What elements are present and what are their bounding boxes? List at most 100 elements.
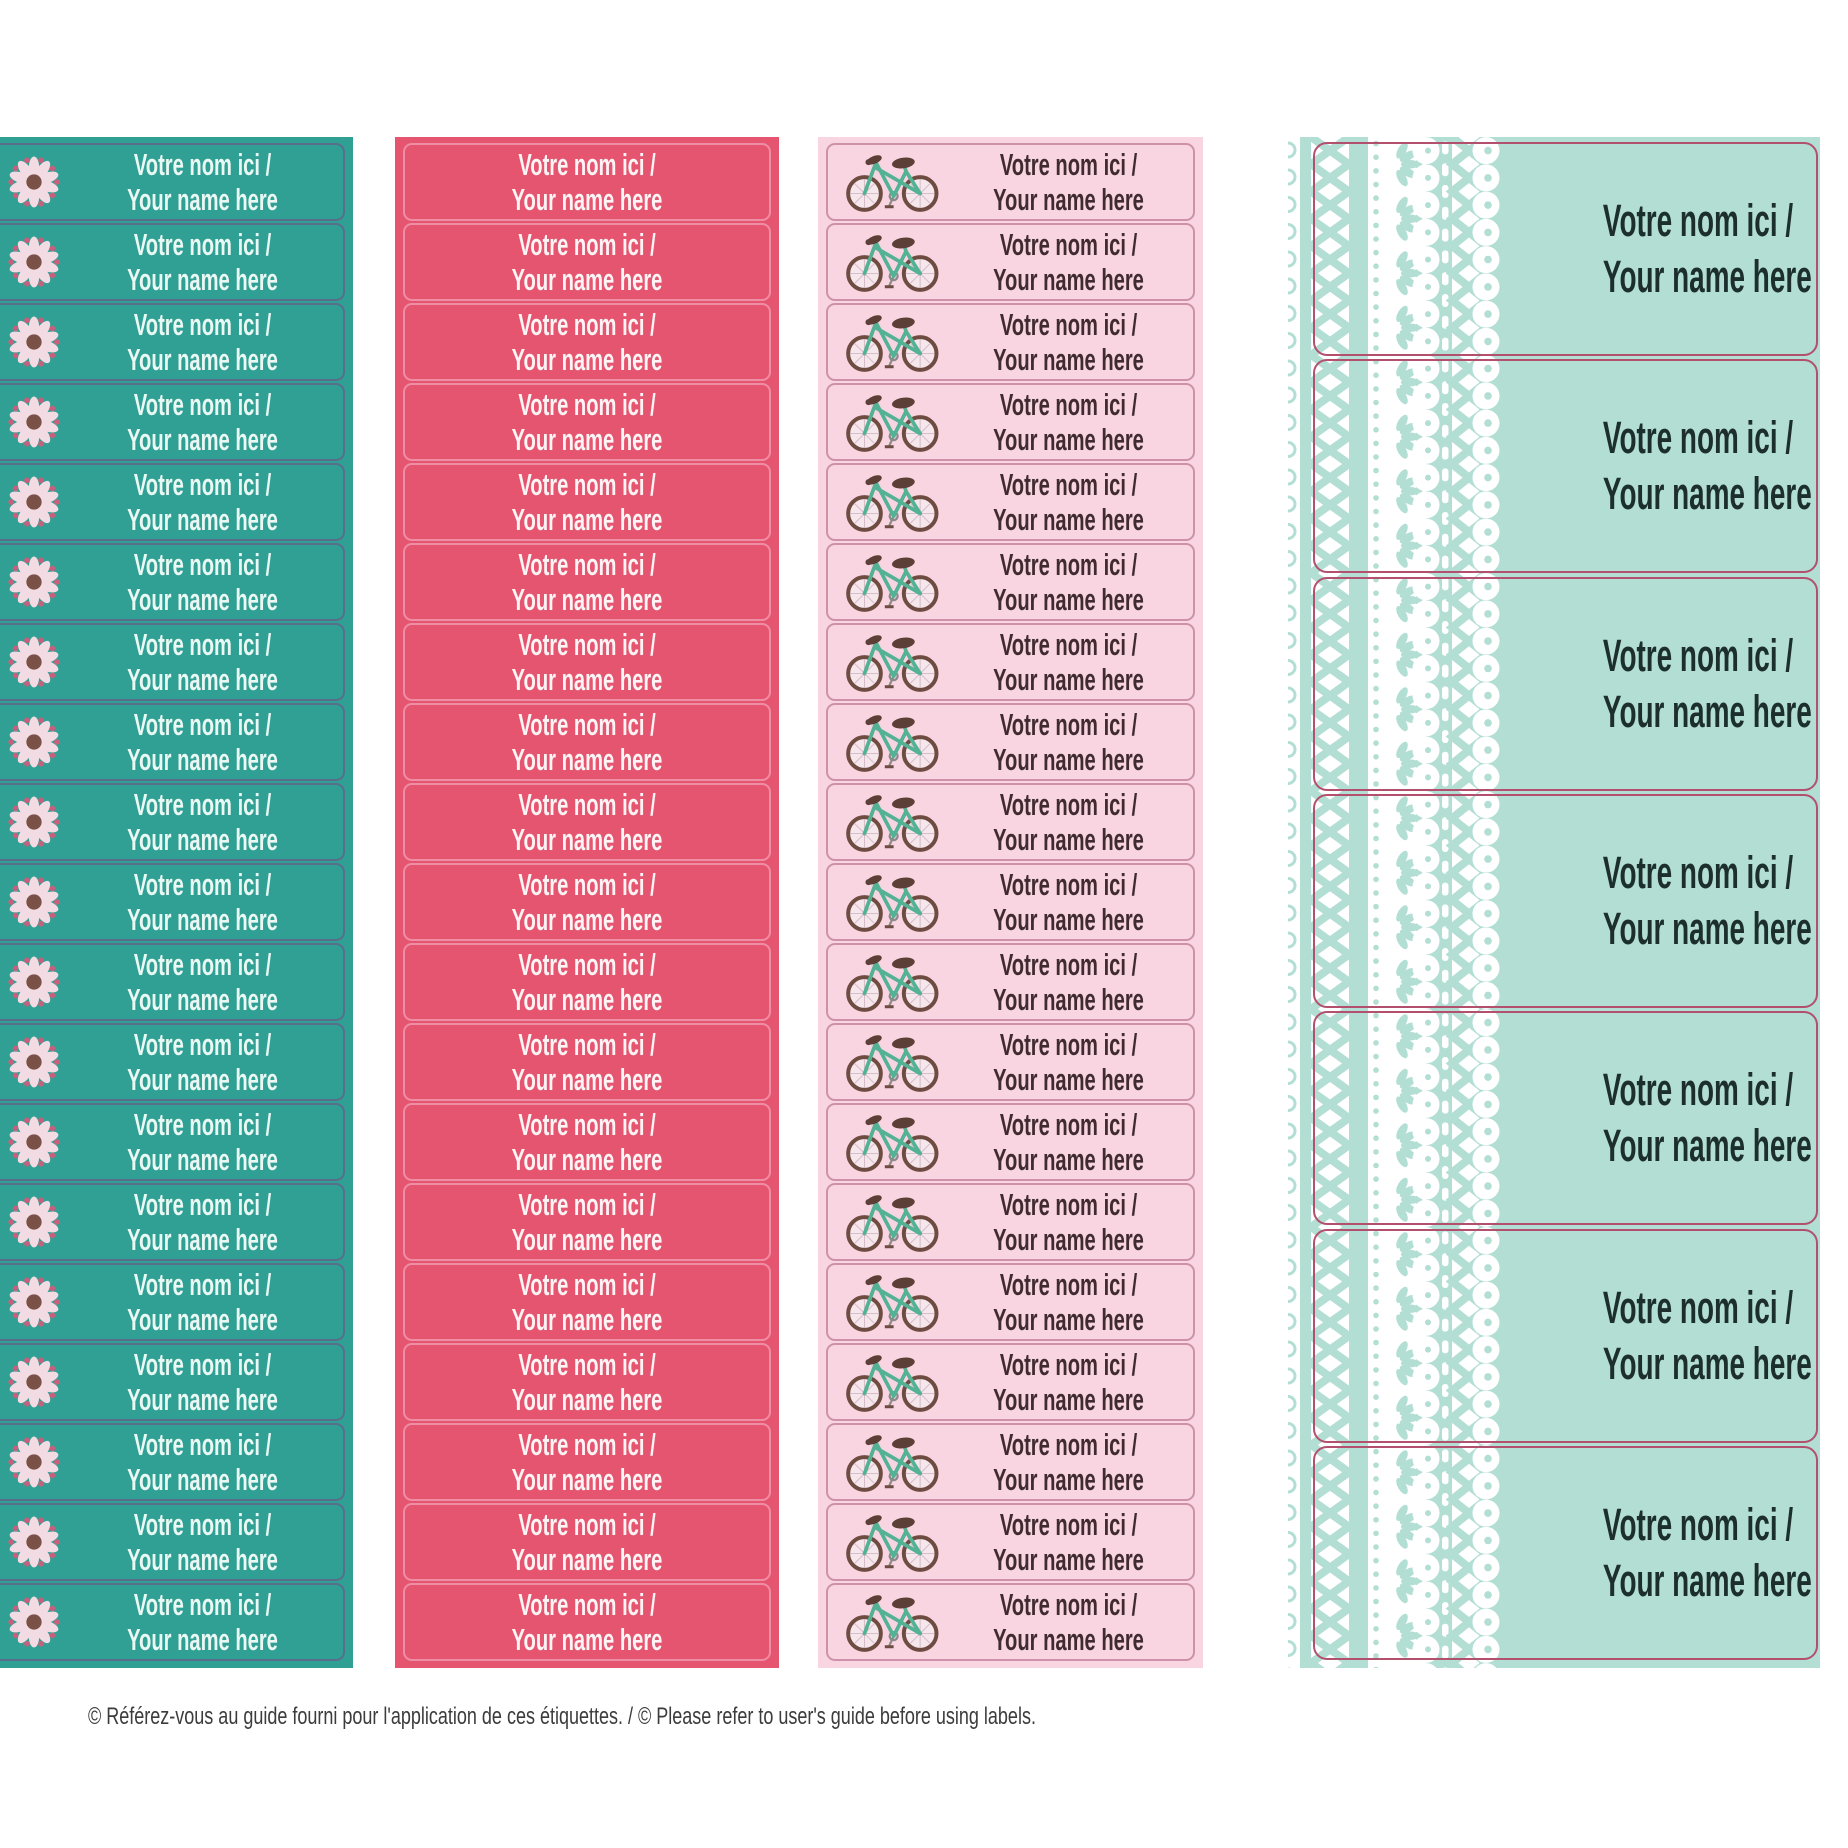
label-text-line2: Your name here [127, 982, 278, 1017]
bicycle-icon [838, 550, 944, 614]
label-text-line2: Your name here [127, 662, 278, 697]
label-text-line2: Your name here [993, 502, 1144, 537]
flower-icon [6, 714, 62, 770]
bicycle-icon [838, 1590, 944, 1654]
label-text-line2: Your name here [1602, 685, 1812, 737]
label-text: Votre nom ici / Your name here [988, 1187, 1150, 1257]
label-text-line2: Your name here [127, 262, 278, 297]
red-label-sheet: Votre nom ici / Your name here Votre nom i… [395, 137, 779, 1668]
bicycle-icon [838, 1430, 944, 1494]
name-label: Votre nom ici / Your name here [403, 703, 771, 781]
bicycle-icon [838, 1110, 944, 1174]
label-text-line2: Your name here [511, 1302, 663, 1337]
label-text: Votre nom ici / Your name here [988, 1267, 1150, 1337]
label-text: Votre nom ici / Your name here [469, 307, 706, 377]
label-text-line1: Votre nom ici / [999, 547, 1138, 582]
label-text-line2: Your name here [993, 742, 1144, 777]
label-text-line1: Votre nom ici / [133, 467, 272, 502]
label-text-line2: Your name here [511, 502, 663, 537]
name-label: Votre nom ici / Your name here [826, 1343, 1195, 1421]
label-text-line1: Votre nom ici / [518, 867, 656, 902]
label-text-line2: Your name here [1602, 251, 1812, 302]
label-text-line2: Your name here [1602, 468, 1812, 520]
label-text: Votre nom ici / Your name here [988, 1427, 1150, 1497]
label-text-line2: Your name here [993, 1142, 1144, 1177]
label-text: Votre nom ici / Your name here [111, 707, 294, 777]
name-label: Votre nom ici / Your name here [0, 1423, 345, 1501]
label-text-line2: Your name here [127, 342, 278, 377]
label-text-line2: Your name here [511, 422, 663, 457]
label-text-line1: Votre nom ici / [999, 1507, 1138, 1542]
label-text: Votre nom ici / Your name here [988, 547, 1150, 617]
label-text-line2: Your name here [1602, 902, 1812, 954]
label-text-line1: Votre nom ici / [518, 1267, 656, 1302]
name-label: Votre nom ici / Your name here [1313, 142, 1818, 356]
label-text-line2: Your name here [511, 982, 663, 1017]
name-label: Votre nom ici / Your name here [403, 1343, 771, 1421]
label-text: Votre nom ici / Your name here [469, 707, 706, 777]
label-text-line1: Votre nom ici / [133, 1427, 272, 1462]
label-text-line2: Your name here [127, 182, 278, 217]
label-text-line1: Votre nom ici / [1602, 1064, 1794, 1116]
label-text-line1: Votre nom ici / [518, 307, 656, 342]
label-text-line2: Your name here [993, 1382, 1144, 1417]
label-text-line2: Your name here [993, 1462, 1144, 1497]
label-text: Votre nom ici / Your name here [469, 1267, 706, 1337]
name-label: Votre nom ici / Your name here [0, 383, 345, 461]
name-label: Votre nom ici / Your name here [826, 1423, 1195, 1501]
label-text-line2: Your name here [127, 1462, 278, 1497]
name-label: Votre nom ici / Your name here [826, 1023, 1195, 1101]
name-label: Votre nom ici / Your name here [826, 223, 1195, 301]
label-text: Votre nom ici / Your name here [988, 1587, 1150, 1657]
label-text: Votre nom ici / Your name here [988, 467, 1150, 537]
label-text: Votre nom ici / Your name here [469, 1027, 706, 1097]
label-text-line1: Votre nom ici / [518, 467, 656, 502]
label-text: Votre nom ici / Your name here [988, 387, 1150, 457]
label-text: Votre nom ici / Your name here [469, 547, 706, 617]
label-text: Votre nom ici / Your name here [111, 227, 294, 297]
label-text-line1: Votre nom ici / [1602, 629, 1794, 681]
label-text-line1: Votre nom ici / [999, 1587, 1138, 1622]
name-label: Votre nom ici / Your name here [403, 543, 771, 621]
label-text-line1: Votre nom ici / [133, 1507, 272, 1542]
name-label: Votre nom ici / Your name here [403, 463, 771, 541]
bicycle-icon [838, 1190, 944, 1254]
label-text-line2: Your name here [127, 1142, 278, 1177]
label-text-line2: Your name here [127, 1542, 278, 1577]
label-text-line1: Votre nom ici / [518, 147, 656, 182]
name-label: Votre nom ici / Your name here [403, 863, 771, 941]
label-text: Votre nom ici / Your name here [111, 867, 294, 937]
label-text: Votre nom ici / Your name here [111, 1267, 294, 1337]
label-text-line2: Your name here [511, 342, 663, 377]
flower-icon [6, 1594, 62, 1650]
name-label: Votre nom ici / Your name here [826, 1583, 1195, 1661]
label-text-line1: Votre nom ici / [518, 1027, 656, 1062]
label-text-line1: Votre nom ici / [518, 387, 656, 422]
label-text-line1: Votre nom ici / [999, 1427, 1138, 1462]
label-text: Votre nom ici / Your name here [988, 1027, 1150, 1097]
label-text-line2: Your name here [127, 822, 278, 857]
bicycle-icon [838, 1030, 944, 1094]
label-text-line2: Your name here [993, 982, 1144, 1017]
teal-flower-label-sheet: Votre nom ici / Your name here Votre nom i… [0, 137, 353, 1668]
name-label: Votre nom ici / Your name here [0, 1583, 345, 1661]
label-text-line2: Your name here [127, 1382, 278, 1417]
label-text-line1: Votre nom ici / [999, 147, 1138, 182]
flower-icon [6, 1354, 62, 1410]
name-label: Votre nom ici / Your name here [826, 623, 1195, 701]
label-text-line1: Votre nom ici / [999, 707, 1138, 742]
label-text: Votre nom ici / Your name here [988, 307, 1150, 377]
label-text: Votre nom ici / Your name here [469, 1427, 706, 1497]
name-label: Votre nom ici / Your name here [826, 1183, 1195, 1261]
name-label: Votre nom ici / Your name here [826, 943, 1195, 1021]
label-text-line2: Your name here [993, 1222, 1144, 1257]
label-text-line1: Votre nom ici / [999, 787, 1138, 822]
label-text-line2: Your name here [511, 262, 663, 297]
name-label: Votre nom ici / Your name here [0, 863, 345, 941]
label-text-line1: Votre nom ici / [518, 707, 656, 742]
name-label: Votre nom ici / Your name here [826, 1503, 1195, 1581]
label-text-line2: Your name here [993, 1302, 1144, 1337]
label-text: Votre nom ici / Your name here [111, 1427, 294, 1497]
name-label: Votre nom ici / Your name here [0, 783, 345, 861]
label-text: Votre nom ici / Your name here [469, 787, 706, 857]
